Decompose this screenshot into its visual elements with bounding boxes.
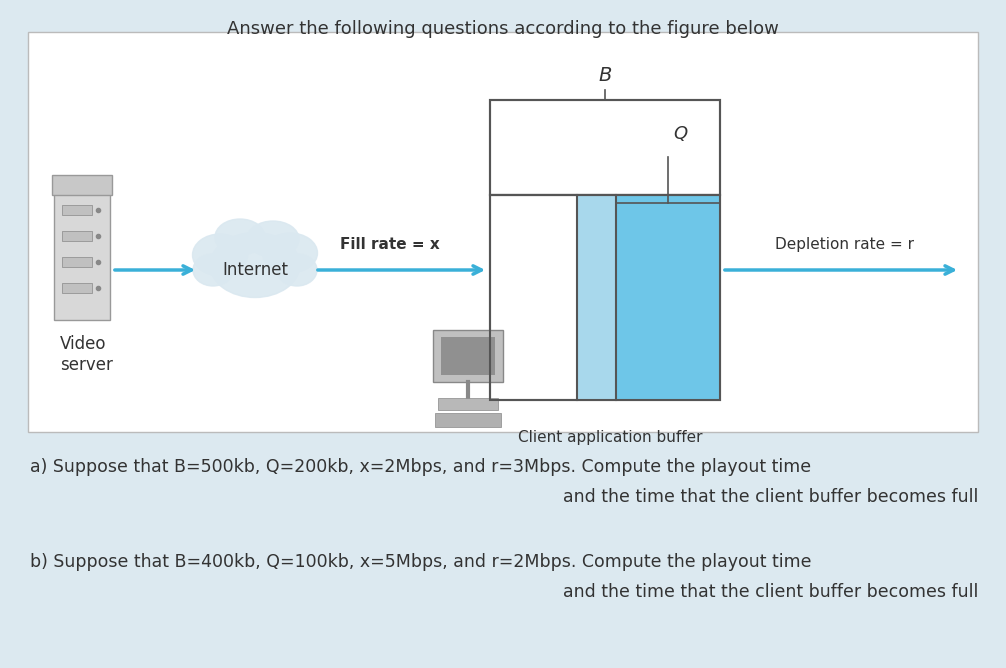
Bar: [577, 195, 617, 400]
Ellipse shape: [247, 221, 299, 257]
Ellipse shape: [263, 233, 318, 273]
Bar: [490, 100, 720, 195]
Bar: [52, 175, 112, 195]
Text: and the time that the client buffer becomes full: and the time that the client buffer beco…: [562, 488, 978, 506]
Bar: [617, 195, 720, 400]
Text: Q: Q: [673, 125, 687, 143]
Ellipse shape: [210, 232, 300, 297]
Bar: [62, 283, 92, 293]
Text: Client application buffer: Client application buffer: [518, 430, 702, 445]
Text: Internet: Internet: [222, 261, 288, 279]
Text: B: B: [599, 66, 612, 85]
Text: Answer the following questions according to the figure below: Answer the following questions according…: [227, 20, 779, 38]
Text: Video
server: Video server: [60, 335, 113, 374]
Bar: [62, 205, 92, 215]
Bar: [435, 413, 501, 427]
Bar: [441, 337, 495, 375]
Ellipse shape: [277, 254, 317, 286]
Bar: [54, 190, 110, 320]
Bar: [28, 32, 978, 432]
Bar: [490, 195, 720, 400]
Ellipse shape: [215, 219, 265, 255]
Ellipse shape: [193, 254, 233, 286]
Text: and the time that the client buffer becomes full: and the time that the client buffer beco…: [562, 583, 978, 601]
Bar: [490, 100, 720, 195]
Bar: [62, 257, 92, 267]
Text: b) Suppose that B=400kb, Q=100kb, x=5Mbps, and r=2Mbps. Compute the playout time: b) Suppose that B=400kb, Q=100kb, x=5Mbp…: [30, 553, 812, 571]
Text: a) Suppose that B=500kb, Q=200kb, x=2Mbps, and r=3Mbps. Compute the playout time: a) Suppose that B=500kb, Q=200kb, x=2Mbp…: [30, 458, 811, 476]
Bar: [433, 330, 503, 382]
Ellipse shape: [192, 234, 247, 276]
Text: Depletion rate = r: Depletion rate = r: [776, 237, 914, 252]
Text: Fill rate = x: Fill rate = x: [340, 237, 440, 252]
Bar: [62, 231, 92, 241]
Bar: [490, 195, 720, 400]
Bar: [438, 398, 498, 410]
